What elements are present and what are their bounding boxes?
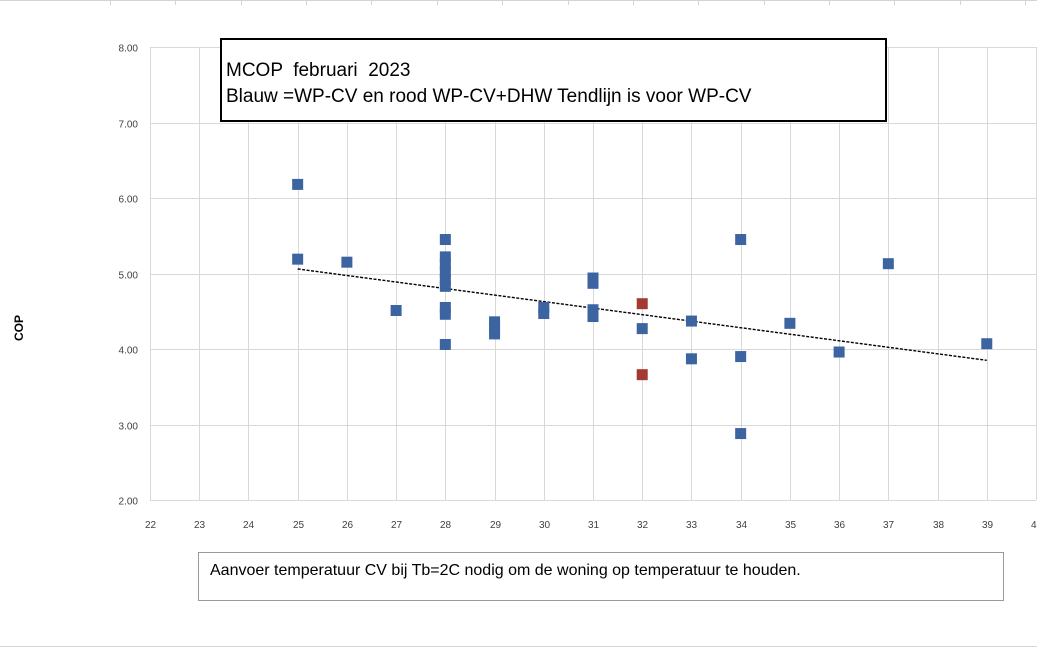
data-points xyxy=(292,178,993,440)
data-point-wp-cv xyxy=(784,317,796,329)
data-point-wp-cv xyxy=(735,234,747,246)
data-point-wp-cv xyxy=(685,315,697,327)
y-axis-ticks: 2.00 3.00 4.00 5.00 6.00 7.00 8.00 xyxy=(119,44,139,508)
data-point-wp-cv-dhw xyxy=(636,298,648,310)
y-tick-label: 7.00 xyxy=(119,120,139,131)
x-tick-label: 30 xyxy=(539,520,551,531)
data-point-wp-cv xyxy=(439,258,451,270)
x-tick-label: 34 xyxy=(736,520,748,531)
trendline-path xyxy=(297,268,987,362)
data-point-wp-cv xyxy=(292,253,304,265)
x-tick-label: 40 xyxy=(1031,520,1037,531)
x-tick-label: 23 xyxy=(194,520,206,531)
x-tick-label: 27 xyxy=(391,520,403,531)
data-point-wp-cv xyxy=(636,323,648,335)
data-point-wp-cv xyxy=(882,258,894,270)
x-tick-label: 24 xyxy=(243,520,255,531)
data-point-wp-cv xyxy=(439,274,451,286)
x-axis-title: Aanvoer temperatuur CV bij Tb=2C nodig o… xyxy=(210,562,801,579)
data-point-wp-cv xyxy=(439,280,451,292)
y-tick-label: 4.00 xyxy=(119,346,139,357)
x-tick-label: 35 xyxy=(785,520,797,531)
chart-title: MCOP februari 2023 xyxy=(226,60,411,81)
x-tick-label: 26 xyxy=(342,520,354,531)
x-axis-ticks: 22 23 24 25 26 27 28 29 30 31 32 33 34 35 36 37 38 39 40 xyxy=(145,520,1037,531)
x-tick-label: 29 xyxy=(490,520,502,531)
x-tick-label: 37 xyxy=(883,520,895,531)
x-tick-label: 38 xyxy=(933,520,945,531)
trendline xyxy=(297,268,987,362)
data-point-wp-cv xyxy=(833,346,845,358)
x-tick-label: 36 xyxy=(834,520,846,531)
data-point-wp-cv xyxy=(489,322,501,334)
x-tick-label: 32 xyxy=(637,520,649,531)
data-point-wp-cv xyxy=(587,311,599,323)
data-point-wp-cv xyxy=(390,304,402,316)
x-tick-label: 25 xyxy=(293,520,305,531)
data-point-wp-cv xyxy=(685,353,697,365)
data-point-wp-cv xyxy=(587,304,599,316)
data-point-wp-cv xyxy=(981,338,993,350)
y-axis-title: COP xyxy=(12,315,26,341)
chart-subtitle: Blauw =WP-CV en rood WP-CV+DHW Tendlijn … xyxy=(226,86,752,107)
data-point-wp-cv xyxy=(341,256,353,268)
data-point-wp-cv xyxy=(538,308,550,320)
data-point-wp-cv xyxy=(439,234,451,246)
x-tick-label: 22 xyxy=(145,520,157,531)
data-point-wp-cv xyxy=(439,308,451,320)
data-point-wp-cv xyxy=(439,301,451,313)
y-tick-label: 2.00 xyxy=(119,497,139,508)
data-point-wp-cv xyxy=(489,316,501,328)
y-tick-label: 6.00 xyxy=(119,195,139,206)
data-point-wp-cv xyxy=(538,301,550,313)
y-tick-label: 8.00 xyxy=(119,44,139,55)
data-point-wp-cv xyxy=(439,266,451,278)
data-point-wp-cv xyxy=(439,338,451,350)
data-point-wp-cv xyxy=(735,351,747,363)
data-point-wp-cv xyxy=(489,328,501,340)
chart-title-box: MCOP februari 2023 Blauw =WP-CV en rood … xyxy=(220,38,887,122)
x-tick-label: 33 xyxy=(686,520,698,531)
y-tick-label: 3.00 xyxy=(119,422,139,433)
x-tick-label: 28 xyxy=(440,520,452,531)
data-point-wp-cv-dhw xyxy=(636,369,648,381)
data-point-wp-cv xyxy=(292,178,304,190)
data-point-wp-cv xyxy=(439,251,451,263)
y-tick-label: 5.00 xyxy=(119,271,139,282)
data-point-wp-cv xyxy=(587,277,599,289)
data-point-wp-cv xyxy=(735,428,747,440)
x-tick-label: 39 xyxy=(982,520,994,531)
x-tick-label: 31 xyxy=(588,520,600,531)
x-axis-title-box: Aanvoer temperatuur CV bij Tb=2C nodig o… xyxy=(198,552,1004,601)
